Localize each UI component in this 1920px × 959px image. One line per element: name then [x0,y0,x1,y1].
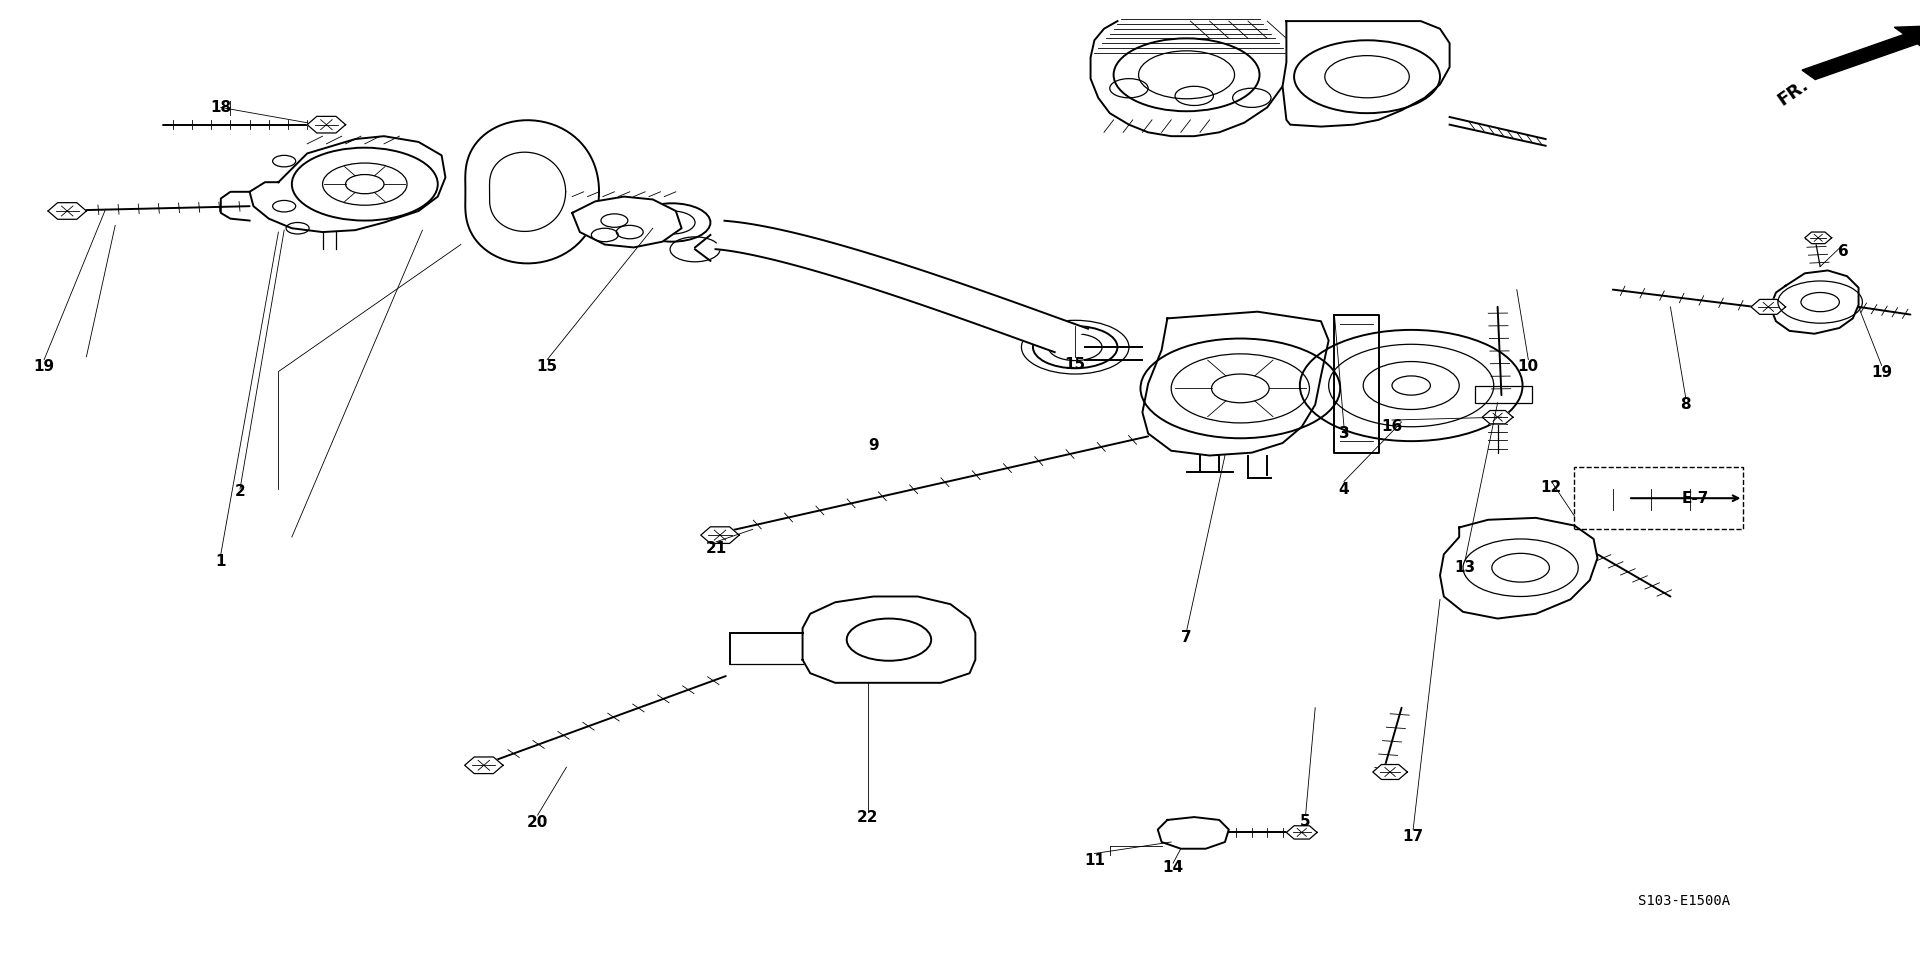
Text: 14: 14 [1162,860,1185,876]
Text: E-7: E-7 [1682,491,1709,505]
Polygon shape [1440,518,1597,619]
Text: 4: 4 [1338,481,1350,497]
Polygon shape [1283,21,1450,127]
Polygon shape [1482,410,1513,424]
Text: 19: 19 [1870,364,1893,380]
Text: 2: 2 [234,483,246,499]
Text: 6: 6 [1837,244,1849,259]
Text: S103-E1500A: S103-E1500A [1638,895,1730,908]
Text: 13: 13 [1453,560,1476,575]
Polygon shape [1751,299,1786,315]
Polygon shape [716,221,1089,352]
FancyArrow shape [1803,25,1920,80]
Bar [1475,386,1532,403]
Text: 16: 16 [1380,419,1404,434]
Polygon shape [803,596,975,683]
Text: 11: 11 [1085,853,1104,868]
Text: 22: 22 [856,809,879,825]
Polygon shape [1770,270,1859,334]
Text: 5: 5 [1300,814,1311,830]
Text: 21: 21 [705,541,728,556]
Polygon shape [1158,817,1229,849]
Text: 15: 15 [536,359,559,374]
Polygon shape [1142,312,1329,456]
Text: 10: 10 [1517,359,1540,374]
Text: 8: 8 [1680,397,1692,412]
Text: 18: 18 [209,100,232,115]
Polygon shape [572,197,682,247]
Text: 19: 19 [33,359,56,374]
Polygon shape [307,116,346,133]
Polygon shape [701,526,739,544]
Text: 15: 15 [1064,357,1087,372]
Text: 12: 12 [1540,480,1563,495]
Circle shape [847,619,931,661]
Polygon shape [1286,826,1317,839]
Polygon shape [250,136,445,232]
Polygon shape [1373,764,1407,780]
Polygon shape [465,757,503,774]
Text: 3: 3 [1338,426,1350,441]
Circle shape [1392,376,1430,395]
Polygon shape [48,202,86,220]
Circle shape [346,175,384,194]
Bar [1574,467,1743,529]
Text: 9: 9 [868,438,879,454]
Polygon shape [1805,232,1832,244]
Text: 20: 20 [526,815,549,830]
Text: 1: 1 [215,553,227,569]
Text: 7: 7 [1181,630,1192,645]
Text: FR.: FR. [1774,75,1812,109]
Text: 17: 17 [1402,829,1425,844]
